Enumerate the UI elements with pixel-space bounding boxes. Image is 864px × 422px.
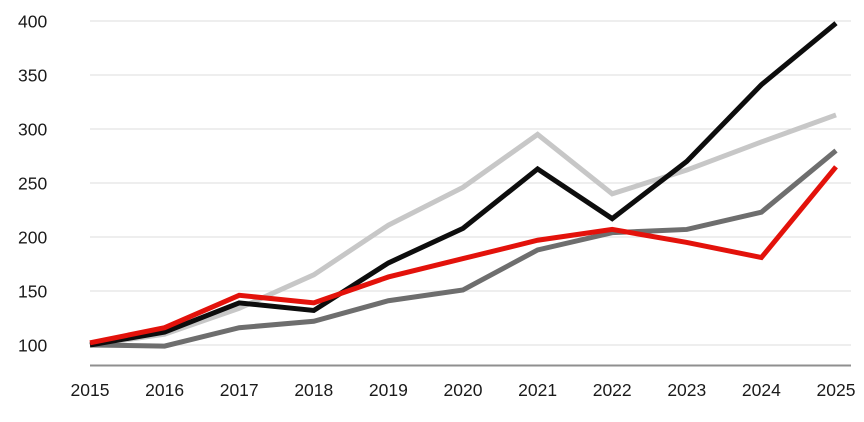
x-tick-label-2022: 2022 <box>593 380 632 400</box>
y-tick-label-350: 350 <box>18 66 47 86</box>
light-gray-series <box>89 112 837 348</box>
y-tick-label-250: 250 <box>18 174 47 194</box>
x-tick-label-2018: 2018 <box>294 380 333 400</box>
x-tick-label-2020: 2020 <box>444 380 483 400</box>
y-tick-label-200: 200 <box>18 228 47 248</box>
x-tick-label-2015: 2015 <box>71 380 110 400</box>
x-tick-label-2021: 2021 <box>518 380 557 400</box>
y-tick-label-150: 150 <box>18 282 47 302</box>
x-tick-label-2017: 2017 <box>220 380 259 400</box>
y-tick-label-100: 100 <box>18 336 47 356</box>
y-tick-label-400: 400 <box>18 12 47 32</box>
x-tick-label-2023: 2023 <box>667 380 706 400</box>
red-series <box>89 165 838 346</box>
x-tick-label-2024: 2024 <box>742 380 781 400</box>
black-series <box>89 21 838 348</box>
dark-gray-series <box>89 148 838 349</box>
x-tick-label-2016: 2016 <box>145 380 184 400</box>
y-tick-label-300: 300 <box>18 120 47 140</box>
x-tick-label-2019: 2019 <box>369 380 408 400</box>
x-tick-label-2025: 2025 <box>817 380 856 400</box>
